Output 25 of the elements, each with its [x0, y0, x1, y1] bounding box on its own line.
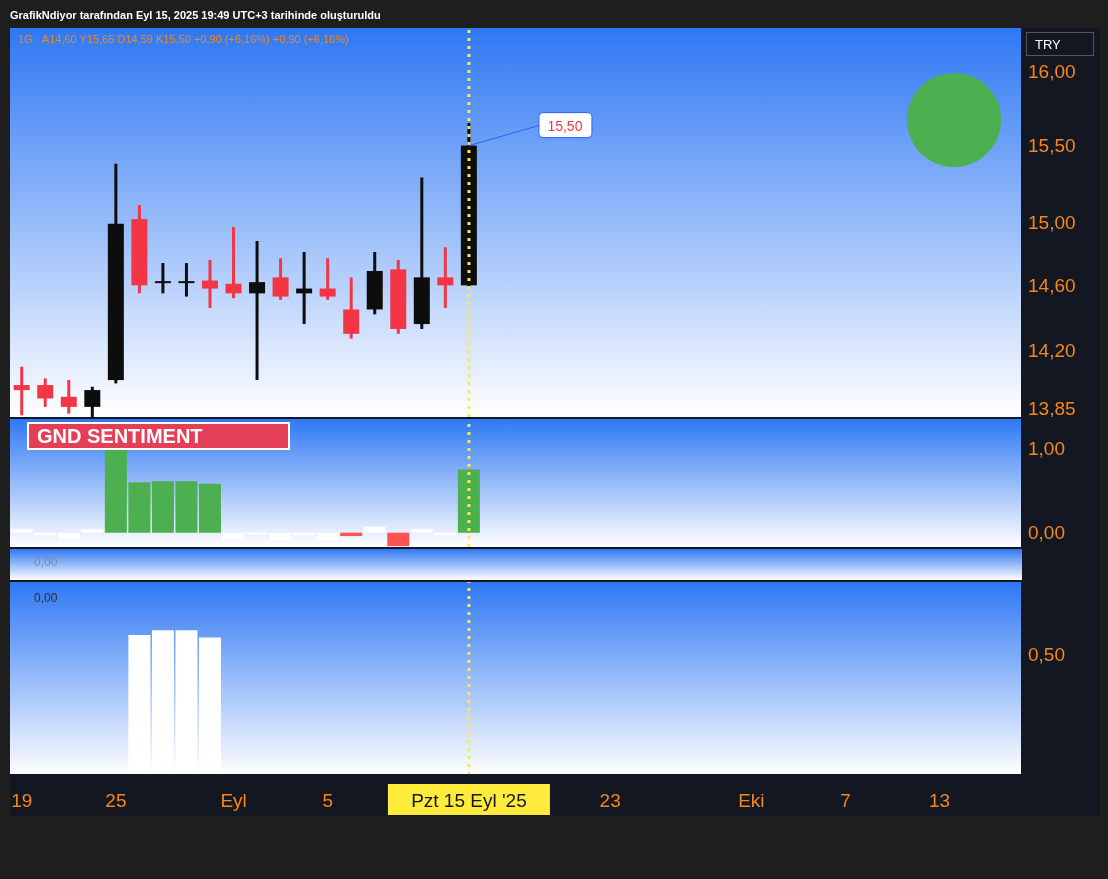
annotation: 0,00 — [34, 591, 58, 605]
x-tick-label: 25 — [105, 790, 127, 811]
y-tick-label: 0,50 — [1028, 644, 1065, 666]
x-tick-label: 19 — [11, 790, 33, 811]
title-box: GND SENTIMENT — [27, 422, 290, 450]
annotation: 15,50 — [547, 117, 583, 134]
chart-subtitle: 1G · A14,60 Y15,65 D14,59 K15,50 +0,90 (+6,16%) +0,90 (+6,16%) — [18, 33, 349, 45]
y-tick-label: 15,50 — [1028, 135, 1076, 157]
y-tick-label: 14,60 — [1028, 275, 1076, 297]
x-tick-label: Eki — [738, 790, 765, 811]
y-tick-label: 13,85 — [1028, 398, 1076, 420]
chart-title: GrafikNdiyor tarafından Eyl 15, 2025 19:49 UTC+3 tarihinde oluşturuldu — [10, 9, 381, 21]
x-tick-label: Eyl — [220, 790, 247, 811]
y-tick-label: 1,00 — [1028, 438, 1065, 460]
x-tick-label: 7 — [840, 790, 851, 811]
x-tick-label: 5 — [322, 790, 334, 811]
y-tick-label: 16,00 — [1028, 61, 1076, 83]
x-tick-label: 13 — [929, 790, 951, 811]
y-tick-label: 0,00 — [1028, 522, 1065, 544]
x-tick-label: 23 — [599, 790, 621, 811]
y-tick-label: 15,00 — [1028, 211, 1076, 233]
text: TRY — [1026, 32, 1094, 56]
y-tick-label: 14,20 — [1028, 339, 1076, 361]
x-tick-label: Pzt 15 Eyl '25 — [411, 790, 527, 811]
text: 0,00 — [34, 555, 58, 569]
